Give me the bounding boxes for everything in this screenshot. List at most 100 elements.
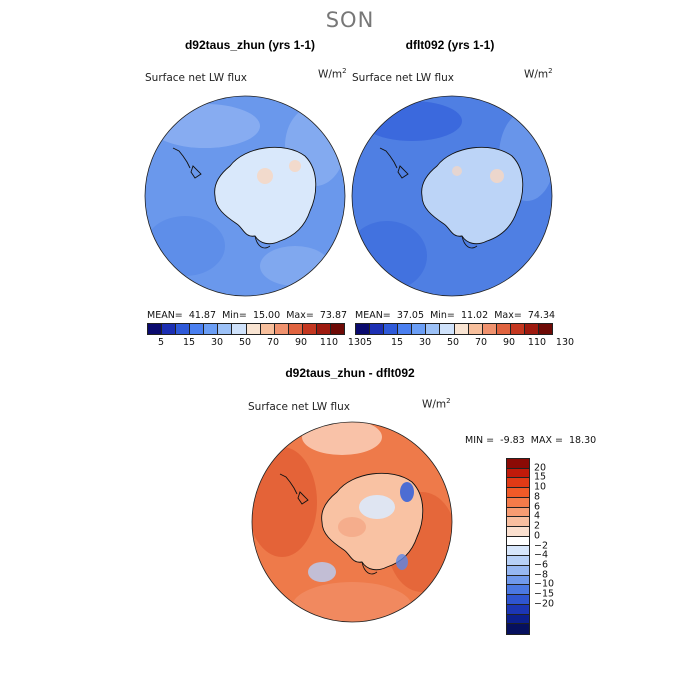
panel1-colorbar-swatch (204, 324, 219, 334)
panel1-colorbar-tick-label: 15 (182, 337, 196, 348)
panel2-colorbar-swatch (524, 324, 540, 334)
panel2-units: W/m2 (524, 67, 553, 81)
difference-max-value: 18.30 (569, 435, 597, 446)
difference-colorbar-swatch (507, 595, 529, 605)
panel2-title: dflt092 (yrs 1-1) (405, 38, 495, 52)
panel1-colorbar-swatch (302, 324, 317, 334)
panel1-colorbar-tick-label: 90 (294, 337, 308, 348)
panel2-colorbar-swatch (440, 324, 455, 334)
difference-colorbar-label: 4 (534, 510, 541, 522)
season-title: SON (325, 8, 375, 32)
difference-colorbar-swatch (507, 546, 529, 557)
panel1-colorbar-swatch (331, 324, 345, 334)
difference-colorbar-swatch (507, 575, 529, 586)
difference-colorbar-swatch (507, 478, 529, 489)
panel1-units: W/m2 (318, 67, 347, 81)
panel1-colorbar-tick-label: 70 (266, 337, 280, 348)
panel2-colorbar-tick-label: 50 (446, 337, 460, 348)
difference-colorbar-label: 2 (534, 520, 541, 532)
panel2-colorbar-swatch (384, 324, 399, 334)
panel2-variable: Surface net LW flux (352, 72, 454, 84)
panel1-colorbar-swatch (218, 324, 233, 334)
panel2-colorbar-swatch (412, 324, 427, 334)
difference-colorbar-swatch (507, 604, 529, 615)
panel2-colorbar-swatch (356, 324, 371, 334)
panel2-colorbar (355, 323, 553, 335)
difference-colorbar-label: −10 (534, 578, 555, 590)
panel2-colorbar-tick-label: 15 (390, 337, 404, 348)
difference-colorbar-label: −4 (534, 549, 549, 561)
panel2-min-label: Min= (430, 310, 455, 321)
panel2-colorbar-swatch (539, 324, 553, 334)
panel1-colorbar-swatch (148, 324, 163, 334)
panel1-stats: MEAN= 41.87 Min= 15.00 Max= 73.87 (147, 310, 347, 321)
panel2-colorbar-tick-label: 70 (474, 337, 488, 348)
panel1-colorbar-tick-label: 5 (157, 337, 165, 348)
panel1-colorbar-swatch (274, 324, 289, 334)
panel2-max-label: Max= (494, 310, 522, 321)
difference-variable: Surface net LW flux (248, 401, 350, 413)
panel1-colorbar-swatch (162, 324, 177, 334)
difference-colorbar-swatch (507, 536, 529, 547)
difference-colorbar-swatch (507, 459, 529, 469)
difference-title: d92taus_zhun - dflt092 (285, 366, 415, 380)
difference-colorbar-label: 15 (534, 471, 547, 483)
panel1-colorbar-swatch (260, 324, 275, 334)
difference-colorbar-label: −15 (534, 588, 555, 600)
panel2-colorbar-swatch (510, 324, 525, 334)
difference-colorbar-swatch (507, 585, 529, 596)
panel2-colorbar-tick-label: 30 (418, 337, 432, 348)
difference-colorbar-swatch (507, 497, 529, 508)
panel1-polar-map (144, 95, 346, 297)
panel1-colorbar-swatch (316, 324, 332, 334)
panel2-colorbar-tick-label: 90 (502, 337, 516, 348)
panel1-colorbar-tick-label: 130 (347, 337, 367, 348)
difference-colorbar-label: −20 (534, 598, 555, 610)
panel2-colorbar-swatch (482, 324, 497, 334)
panel1-variable: Surface net LW flux (145, 72, 247, 84)
difference-colorbar-swatch (507, 468, 529, 479)
panel2-mean-label: MEAN= (355, 310, 391, 321)
panel2-colorbar-tick-label: 110 (527, 337, 547, 348)
panel1-mean-label: MEAN= (147, 310, 183, 321)
panel1-colorbar-tick-label: 50 (238, 337, 252, 348)
difference-colorbar-labels: 20 15 10 8 6 4 2 0 −2 −4 −6 −8 −10 −15 −20 (534, 458, 574, 633)
difference-min-label: MIN = (465, 435, 495, 446)
panel2-stats: MEAN= 37.05 Min= 11.02 Max= 74.34 (355, 310, 555, 321)
panel1-mean-value: 41.87 (188, 310, 217, 321)
difference-polar-map (251, 421, 453, 623)
panel1-colorbar-ticks: 5 15 30 50 70 90 110 130 (147, 337, 366, 349)
difference-colorbar-label: 8 (534, 491, 541, 503)
difference-colorbar-label: −2 (534, 540, 549, 551)
difference-colorbar-label: 20 (534, 462, 547, 474)
panel1-colorbar-swatch (288, 324, 303, 334)
difference-colorbar-label: 6 (534, 501, 541, 513)
panel2-mean-value: 37.05 (396, 310, 425, 321)
panel2-polar-map (351, 95, 553, 297)
panel2-colorbar-tick-label: 130 (555, 337, 575, 348)
difference-max-label: MAX = (530, 435, 563, 446)
panel1-colorbar-swatch (246, 324, 261, 334)
difference-colorbar (506, 458, 530, 635)
panel2-colorbar-swatch (426, 324, 441, 334)
panel1-antarctica (214, 146, 317, 245)
panel2-colorbar-swatch (454, 324, 469, 334)
panel2-colorbar-ticks: 5 15 30 50 70 90 110 130 (355, 337, 574, 349)
difference-colorbar-label: −8 (534, 569, 549, 581)
difference-colorbar-swatch (507, 488, 529, 498)
difference-units: W/m2 (422, 397, 451, 411)
panel1-title: d92taus_zhun (yrs 1-1) (184, 38, 316, 52)
panel1-colorbar-swatch (176, 324, 191, 334)
difference-colorbar-swatch (507, 565, 529, 576)
difference-colorbar-label: −6 (534, 559, 549, 571)
panel2-colorbar-swatch (496, 324, 511, 334)
panel1-min-value: 15.00 (252, 310, 281, 321)
difference-colorbar-swatch (507, 507, 529, 518)
panel2-colorbar-swatch (398, 324, 413, 334)
panel1-colorbar-tick-label: 30 (210, 337, 224, 348)
panel2-colorbar-tick-label: 5 (365, 337, 373, 348)
panel2-colorbar-swatch (468, 324, 483, 334)
panel1-colorbar (147, 323, 345, 335)
difference-colorbar-swatch (507, 614, 529, 625)
panel2-colorbar-swatch (370, 324, 385, 334)
